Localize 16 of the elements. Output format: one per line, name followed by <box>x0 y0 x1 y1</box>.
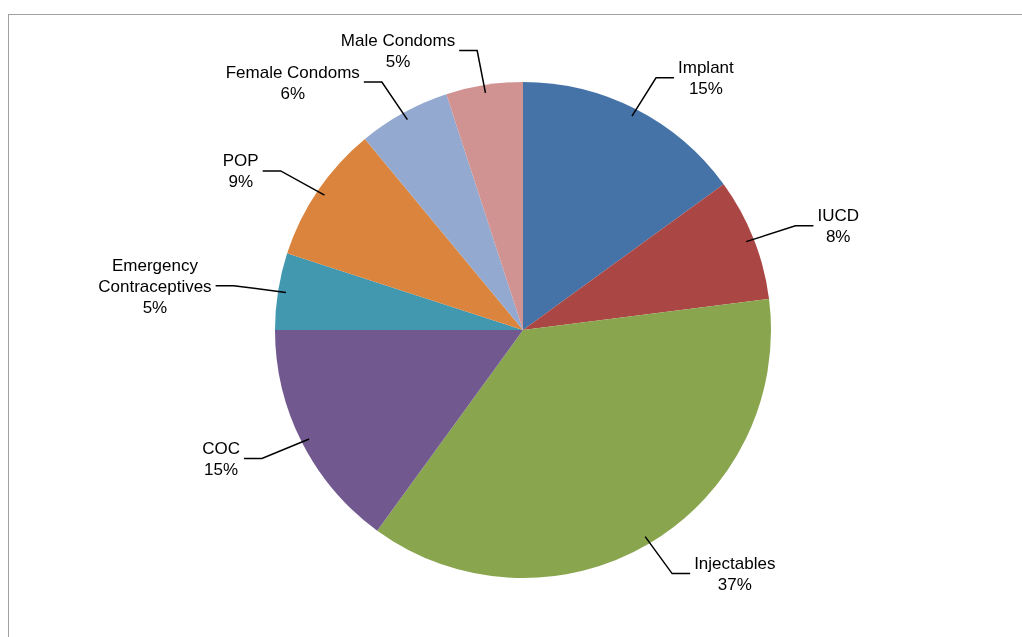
slice-label: Implant <box>678 58 735 78</box>
data-label: 5% <box>142 297 168 317</box>
data-label: 15% <box>688 79 723 99</box>
data-label: 6% <box>280 83 306 103</box>
slice-label: POP <box>222 151 259 171</box>
data-label: 9% <box>228 172 253 192</box>
slice-label: IUCD <box>817 206 859 226</box>
data-label: 37% <box>717 575 752 595</box>
slice-label: Male Condoms <box>340 30 456 50</box>
data-label: 8% <box>825 227 851 247</box>
slice-label: Female Condoms <box>225 62 360 82</box>
slice-label: Injectables <box>694 554 776 574</box>
data-label: 15% <box>204 459 239 479</box>
data-label: 5% <box>385 51 411 71</box>
slice-label: COC <box>202 438 240 458</box>
slice-label: Emergency Contraceptives <box>98 255 212 296</box>
